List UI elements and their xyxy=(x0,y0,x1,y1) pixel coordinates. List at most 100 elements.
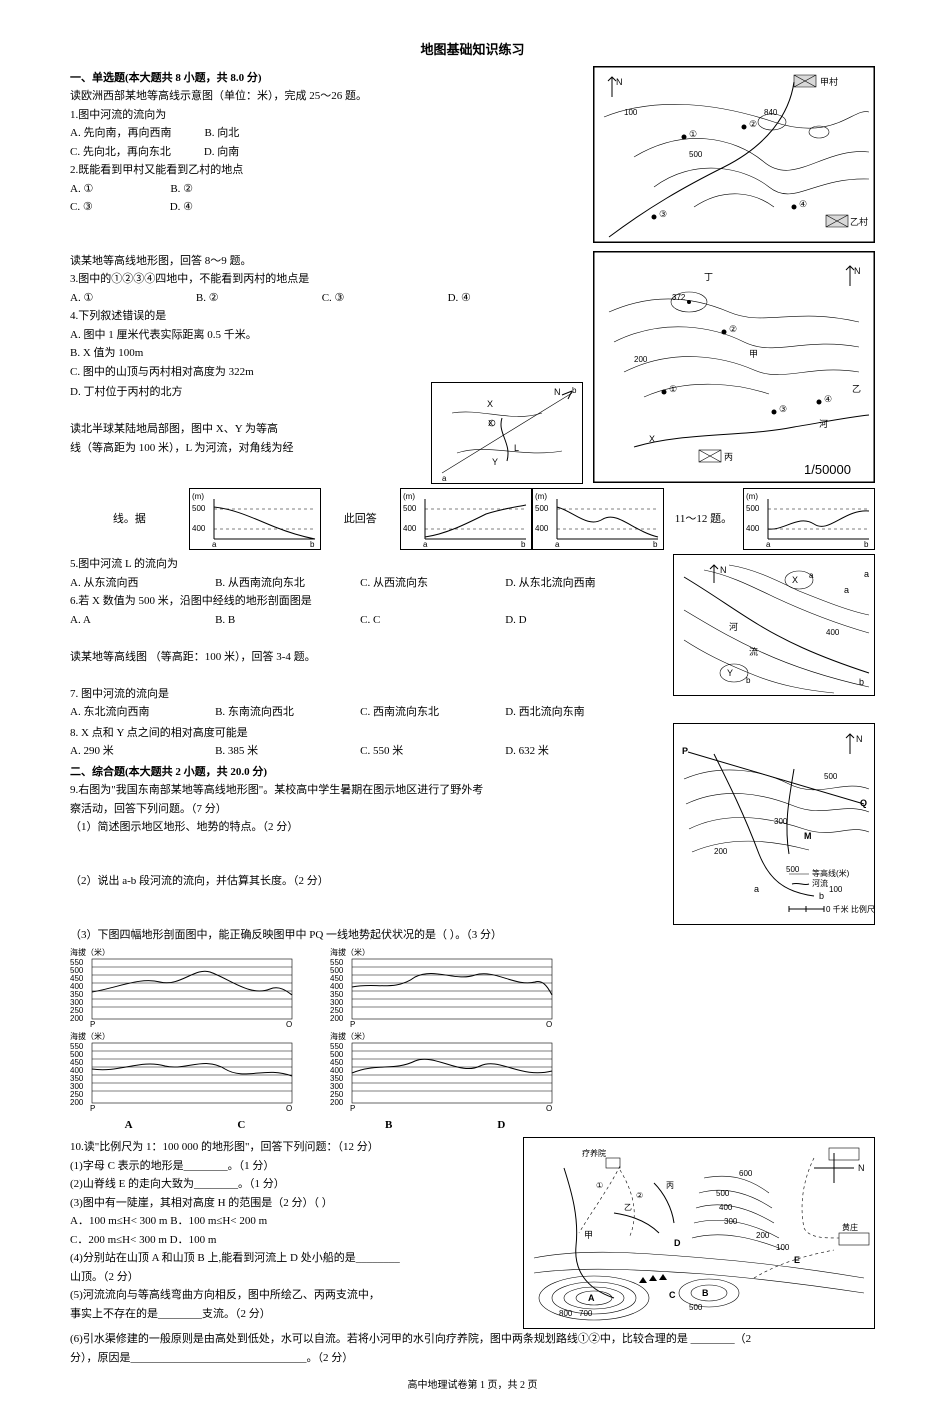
q1-opt-c: C. 先向北，再向东北 xyxy=(70,146,171,158)
q10-5b: 事实上不存在的是________支流。（2 分） xyxy=(70,1306,513,1323)
profile-chart-b: 海拔（米） 550500450400350300250200 PQ xyxy=(330,947,560,1027)
svg-text:a: a xyxy=(864,569,869,579)
svg-text:X: X xyxy=(487,399,493,409)
svg-text:N: N xyxy=(616,77,623,87)
svg-text:300: 300 xyxy=(774,817,788,826)
svg-text:600: 600 xyxy=(739,1169,753,1178)
q6-opt-d: D. D xyxy=(505,612,647,629)
svg-text:D: D xyxy=(674,1238,681,1248)
intro-3b: 线（等高距为 100 米），L 为河流，对角线为经 xyxy=(70,440,421,457)
svg-text:b: b xyxy=(310,540,315,549)
svg-text:Q: Q xyxy=(546,1104,552,1111)
svg-text:500: 500 xyxy=(535,504,549,513)
svg-text:E: E xyxy=(794,1255,800,1265)
section-2-head: 二、综合题(本大题共 2 小题，共 20.0 分) xyxy=(70,764,663,781)
q3-opt-a: A. ① xyxy=(70,290,193,307)
svg-text:500: 500 xyxy=(403,504,417,513)
svg-text:P: P xyxy=(90,1020,95,1027)
q3-opt-c: C. ③ xyxy=(322,290,445,307)
svg-text:400: 400 xyxy=(826,628,840,637)
svg-text:④: ④ xyxy=(799,199,807,209)
svg-text:黄庄: 黄庄 xyxy=(842,1222,858,1232)
svg-text:b: b xyxy=(746,676,751,685)
svg-text:海拔（米）: 海拔（米） xyxy=(70,947,110,957)
svg-text:Q: Q xyxy=(546,1020,552,1027)
q7: 7. 图中河流的流向是 xyxy=(70,686,663,703)
intro-4: 读某地等高线图 （等高距：100 米），回答 3-4 题。 xyxy=(70,649,663,666)
svg-text:②: ② xyxy=(729,324,737,334)
svg-text:500: 500 xyxy=(786,865,800,874)
profile-chart-a: 海拔（米） 550500450400350300250200 PQ xyxy=(70,947,300,1027)
svg-text:500: 500 xyxy=(689,150,703,159)
svg-text:(m): (m) xyxy=(746,492,758,501)
svg-text:P: P xyxy=(90,1104,95,1111)
mini-profiles-row: 线。据 (m) 500 400 a b 此回答 (m) 500 400 a b … xyxy=(70,488,875,550)
q10-3a: A．100 m≤H< 300 m B．100 m≤H< 200 m xyxy=(70,1213,513,1230)
q6-opt-c: C. C xyxy=(360,612,502,629)
svg-text:100: 100 xyxy=(776,1243,790,1252)
svg-text:400: 400 xyxy=(192,524,206,533)
mini-profile-b: (m) 500 400 a b xyxy=(400,488,532,550)
svg-text:200: 200 xyxy=(330,1014,344,1023)
q4-opt-c: C. 图中的山顶与丙村相对高度为 322m xyxy=(70,364,583,381)
svg-text:400: 400 xyxy=(719,1203,733,1212)
svg-text:丁: 丁 xyxy=(704,272,713,282)
svg-text:a: a xyxy=(844,585,849,595)
svg-text:a: a xyxy=(766,540,771,549)
svg-text:海拔（米）: 海拔（米） xyxy=(330,947,370,957)
q9-1: （1）简述图示地区地形、地势的特点。（2 分） xyxy=(70,819,663,836)
svg-text:b: b xyxy=(864,540,869,549)
q7-opt-d: D. 西北流向东南 xyxy=(505,704,647,721)
svg-text:Y: Y xyxy=(727,668,733,678)
svg-text:500: 500 xyxy=(689,1303,703,1312)
svg-text:100: 100 xyxy=(624,108,638,117)
svg-text:200: 200 xyxy=(70,1014,84,1023)
q8-opt-b: B. 385 米 xyxy=(215,743,357,760)
q8-opt-c: C. 550 米 xyxy=(360,743,502,760)
q7-opt-c: C. 西南流向东北 xyxy=(360,704,502,721)
svg-text:N: N xyxy=(554,387,561,397)
svg-text:840: 840 xyxy=(764,108,778,117)
profile-label-b: B xyxy=(334,1117,444,1134)
q4-opt-d: D. 丁村位于丙村的北方 xyxy=(70,384,421,401)
svg-text:①: ① xyxy=(596,1181,603,1190)
q10-1: (1)字母 C 表示的地形是________。（1 分） xyxy=(70,1158,513,1175)
svg-text:200: 200 xyxy=(330,1098,344,1107)
svg-text:海拔（米）: 海拔（米） xyxy=(70,1031,110,1041)
figure-4-river-contour: N 河 流 a a X a b 400 Y b xyxy=(673,554,875,696)
svg-text:372: 372 xyxy=(672,293,686,302)
svg-text:a: a xyxy=(809,571,814,580)
page-title: 地图基础知识练习 xyxy=(70,40,875,60)
svg-text:200: 200 xyxy=(70,1098,84,1107)
figure-2-contour-map: N 丁 200 372 甲 乙 河 X 丙 ① ② ③ ④ 1/50000 xyxy=(593,251,875,483)
svg-text:Y: Y xyxy=(492,457,498,467)
svg-text:X: X xyxy=(649,434,655,444)
svg-text:④: ④ xyxy=(824,394,832,404)
svg-text:b: b xyxy=(521,540,526,549)
q10-3: (3)图中有一陡崖，其相对高度 H 的范围是（2 分）（ ） xyxy=(70,1195,513,1212)
svg-text:Q: Q xyxy=(286,1020,292,1027)
svg-text:1/50000: 1/50000 xyxy=(804,462,851,477)
q8-opt-d: D. 632 米 xyxy=(505,743,647,760)
svg-text:500: 500 xyxy=(824,772,838,781)
svg-text:P: P xyxy=(350,1020,355,1027)
q8-opt-a: A. 290 米 xyxy=(70,743,212,760)
svg-text:X: X xyxy=(488,419,494,428)
svg-text:a: a xyxy=(423,540,428,549)
svg-text:③: ③ xyxy=(659,209,667,219)
svg-text:河流: 河流 xyxy=(812,878,828,888)
svg-text:①: ① xyxy=(669,384,677,394)
svg-text:700: 700 xyxy=(579,1309,593,1318)
svg-text:③: ③ xyxy=(779,404,787,414)
svg-text:A: A xyxy=(588,1293,595,1303)
svg-text:②: ② xyxy=(636,1191,643,1200)
q5: 5.图中河流 L 的流向为 xyxy=(70,556,663,573)
svg-text:500: 500 xyxy=(192,504,206,513)
q6: 6.若 X 数值为 500 米，沿图中经线的地形剖面图是 xyxy=(70,593,663,610)
q3: 3.图中的①②③④四地中，不能看到丙村的地点是 xyxy=(70,271,583,288)
profile-chart-c: 海拔（米） 550500450400350300250200 PQ xyxy=(70,1031,300,1111)
svg-text:甲: 甲 xyxy=(749,349,758,359)
svg-text:海拔（米）: 海拔（米） xyxy=(330,1031,370,1041)
q10-5a: (5)河流流向与等高线弯曲方向相反，图中所绘乙、丙两支流中， xyxy=(70,1287,513,1304)
q1-opt-a: A. 先向南，再向西南 xyxy=(70,127,171,139)
